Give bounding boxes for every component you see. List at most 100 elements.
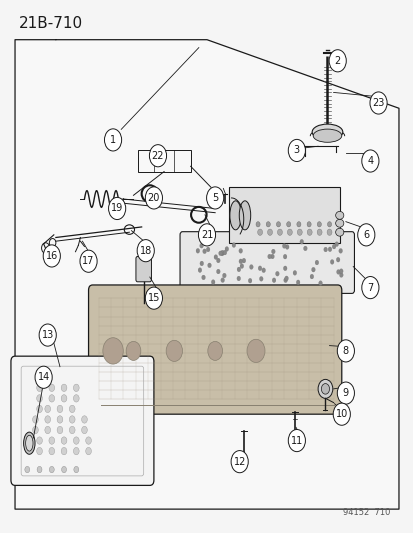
- Ellipse shape: [229, 201, 241, 230]
- Circle shape: [231, 243, 235, 247]
- Circle shape: [287, 229, 292, 236]
- Circle shape: [336, 270, 339, 274]
- Circle shape: [220, 278, 224, 282]
- Circle shape: [361, 277, 378, 298]
- Circle shape: [259, 277, 263, 281]
- Circle shape: [57, 416, 63, 423]
- Ellipse shape: [335, 228, 343, 236]
- Circle shape: [261, 268, 265, 273]
- Circle shape: [69, 426, 75, 434]
- Circle shape: [69, 405, 75, 413]
- Text: 20: 20: [147, 193, 160, 203]
- Circle shape: [267, 254, 271, 259]
- Circle shape: [206, 187, 223, 209]
- Circle shape: [314, 260, 318, 265]
- Text: 10: 10: [335, 409, 347, 419]
- Circle shape: [214, 255, 217, 260]
- Circle shape: [337, 340, 354, 362]
- Circle shape: [357, 224, 374, 246]
- Circle shape: [311, 267, 314, 272]
- Circle shape: [57, 405, 63, 413]
- Circle shape: [85, 447, 91, 455]
- Text: 15: 15: [147, 293, 160, 303]
- Ellipse shape: [26, 435, 33, 451]
- Circle shape: [61, 447, 67, 455]
- Circle shape: [328, 247, 331, 252]
- Circle shape: [61, 437, 67, 444]
- Circle shape: [296, 222, 300, 227]
- Circle shape: [33, 426, 38, 434]
- Circle shape: [332, 403, 349, 425]
- Circle shape: [201, 275, 205, 280]
- Ellipse shape: [313, 129, 341, 142]
- Text: 21B-710: 21B-710: [19, 16, 83, 31]
- Circle shape: [282, 266, 286, 271]
- FancyBboxPatch shape: [229, 188, 339, 243]
- Circle shape: [287, 430, 305, 451]
- Circle shape: [61, 394, 67, 402]
- Circle shape: [306, 229, 311, 236]
- Circle shape: [337, 382, 354, 404]
- FancyBboxPatch shape: [180, 232, 354, 293]
- Circle shape: [37, 447, 42, 455]
- Circle shape: [242, 259, 245, 263]
- Circle shape: [199, 261, 203, 266]
- Text: 21: 21: [200, 230, 213, 240]
- Circle shape: [73, 394, 79, 402]
- Circle shape: [316, 222, 320, 227]
- Circle shape: [102, 338, 123, 364]
- Circle shape: [303, 246, 306, 251]
- Text: 94152  710: 94152 710: [343, 508, 390, 517]
- Circle shape: [277, 229, 282, 236]
- Circle shape: [306, 222, 311, 227]
- Circle shape: [220, 251, 223, 256]
- Circle shape: [316, 229, 321, 236]
- Circle shape: [249, 264, 253, 269]
- Circle shape: [257, 229, 262, 236]
- Circle shape: [369, 92, 386, 114]
- Text: 2: 2: [334, 56, 340, 66]
- Circle shape: [247, 340, 264, 362]
- Circle shape: [330, 260, 333, 264]
- Text: 8: 8: [342, 346, 348, 356]
- Circle shape: [145, 187, 162, 209]
- Circle shape: [166, 341, 182, 361]
- Circle shape: [85, 437, 91, 444]
- Circle shape: [339, 272, 342, 277]
- Circle shape: [248, 278, 252, 283]
- Circle shape: [272, 278, 275, 282]
- Text: 5: 5: [211, 193, 218, 203]
- Circle shape: [81, 416, 87, 423]
- Text: 11: 11: [290, 435, 302, 446]
- Circle shape: [126, 342, 140, 360]
- FancyBboxPatch shape: [88, 285, 341, 414]
- Circle shape: [299, 239, 303, 244]
- Circle shape: [207, 263, 211, 268]
- Circle shape: [222, 273, 225, 278]
- Text: 4: 4: [366, 156, 373, 166]
- Circle shape: [238, 248, 242, 253]
- Circle shape: [81, 426, 87, 434]
- Circle shape: [104, 129, 121, 151]
- Circle shape: [49, 437, 55, 444]
- Circle shape: [37, 466, 42, 473]
- Circle shape: [195, 248, 199, 253]
- Circle shape: [137, 240, 154, 262]
- Circle shape: [270, 254, 274, 259]
- Circle shape: [216, 269, 220, 274]
- Circle shape: [202, 249, 206, 254]
- FancyBboxPatch shape: [135, 256, 151, 282]
- Circle shape: [45, 416, 50, 423]
- Circle shape: [361, 150, 378, 172]
- Circle shape: [80, 250, 97, 272]
- Circle shape: [37, 394, 42, 402]
- Text: 6: 6: [362, 230, 368, 240]
- Circle shape: [339, 269, 342, 273]
- Circle shape: [266, 222, 270, 227]
- Circle shape: [199, 244, 203, 248]
- Circle shape: [74, 466, 78, 473]
- Text: 16: 16: [45, 251, 58, 261]
- Circle shape: [326, 229, 331, 236]
- Circle shape: [328, 50, 345, 72]
- Circle shape: [49, 447, 55, 455]
